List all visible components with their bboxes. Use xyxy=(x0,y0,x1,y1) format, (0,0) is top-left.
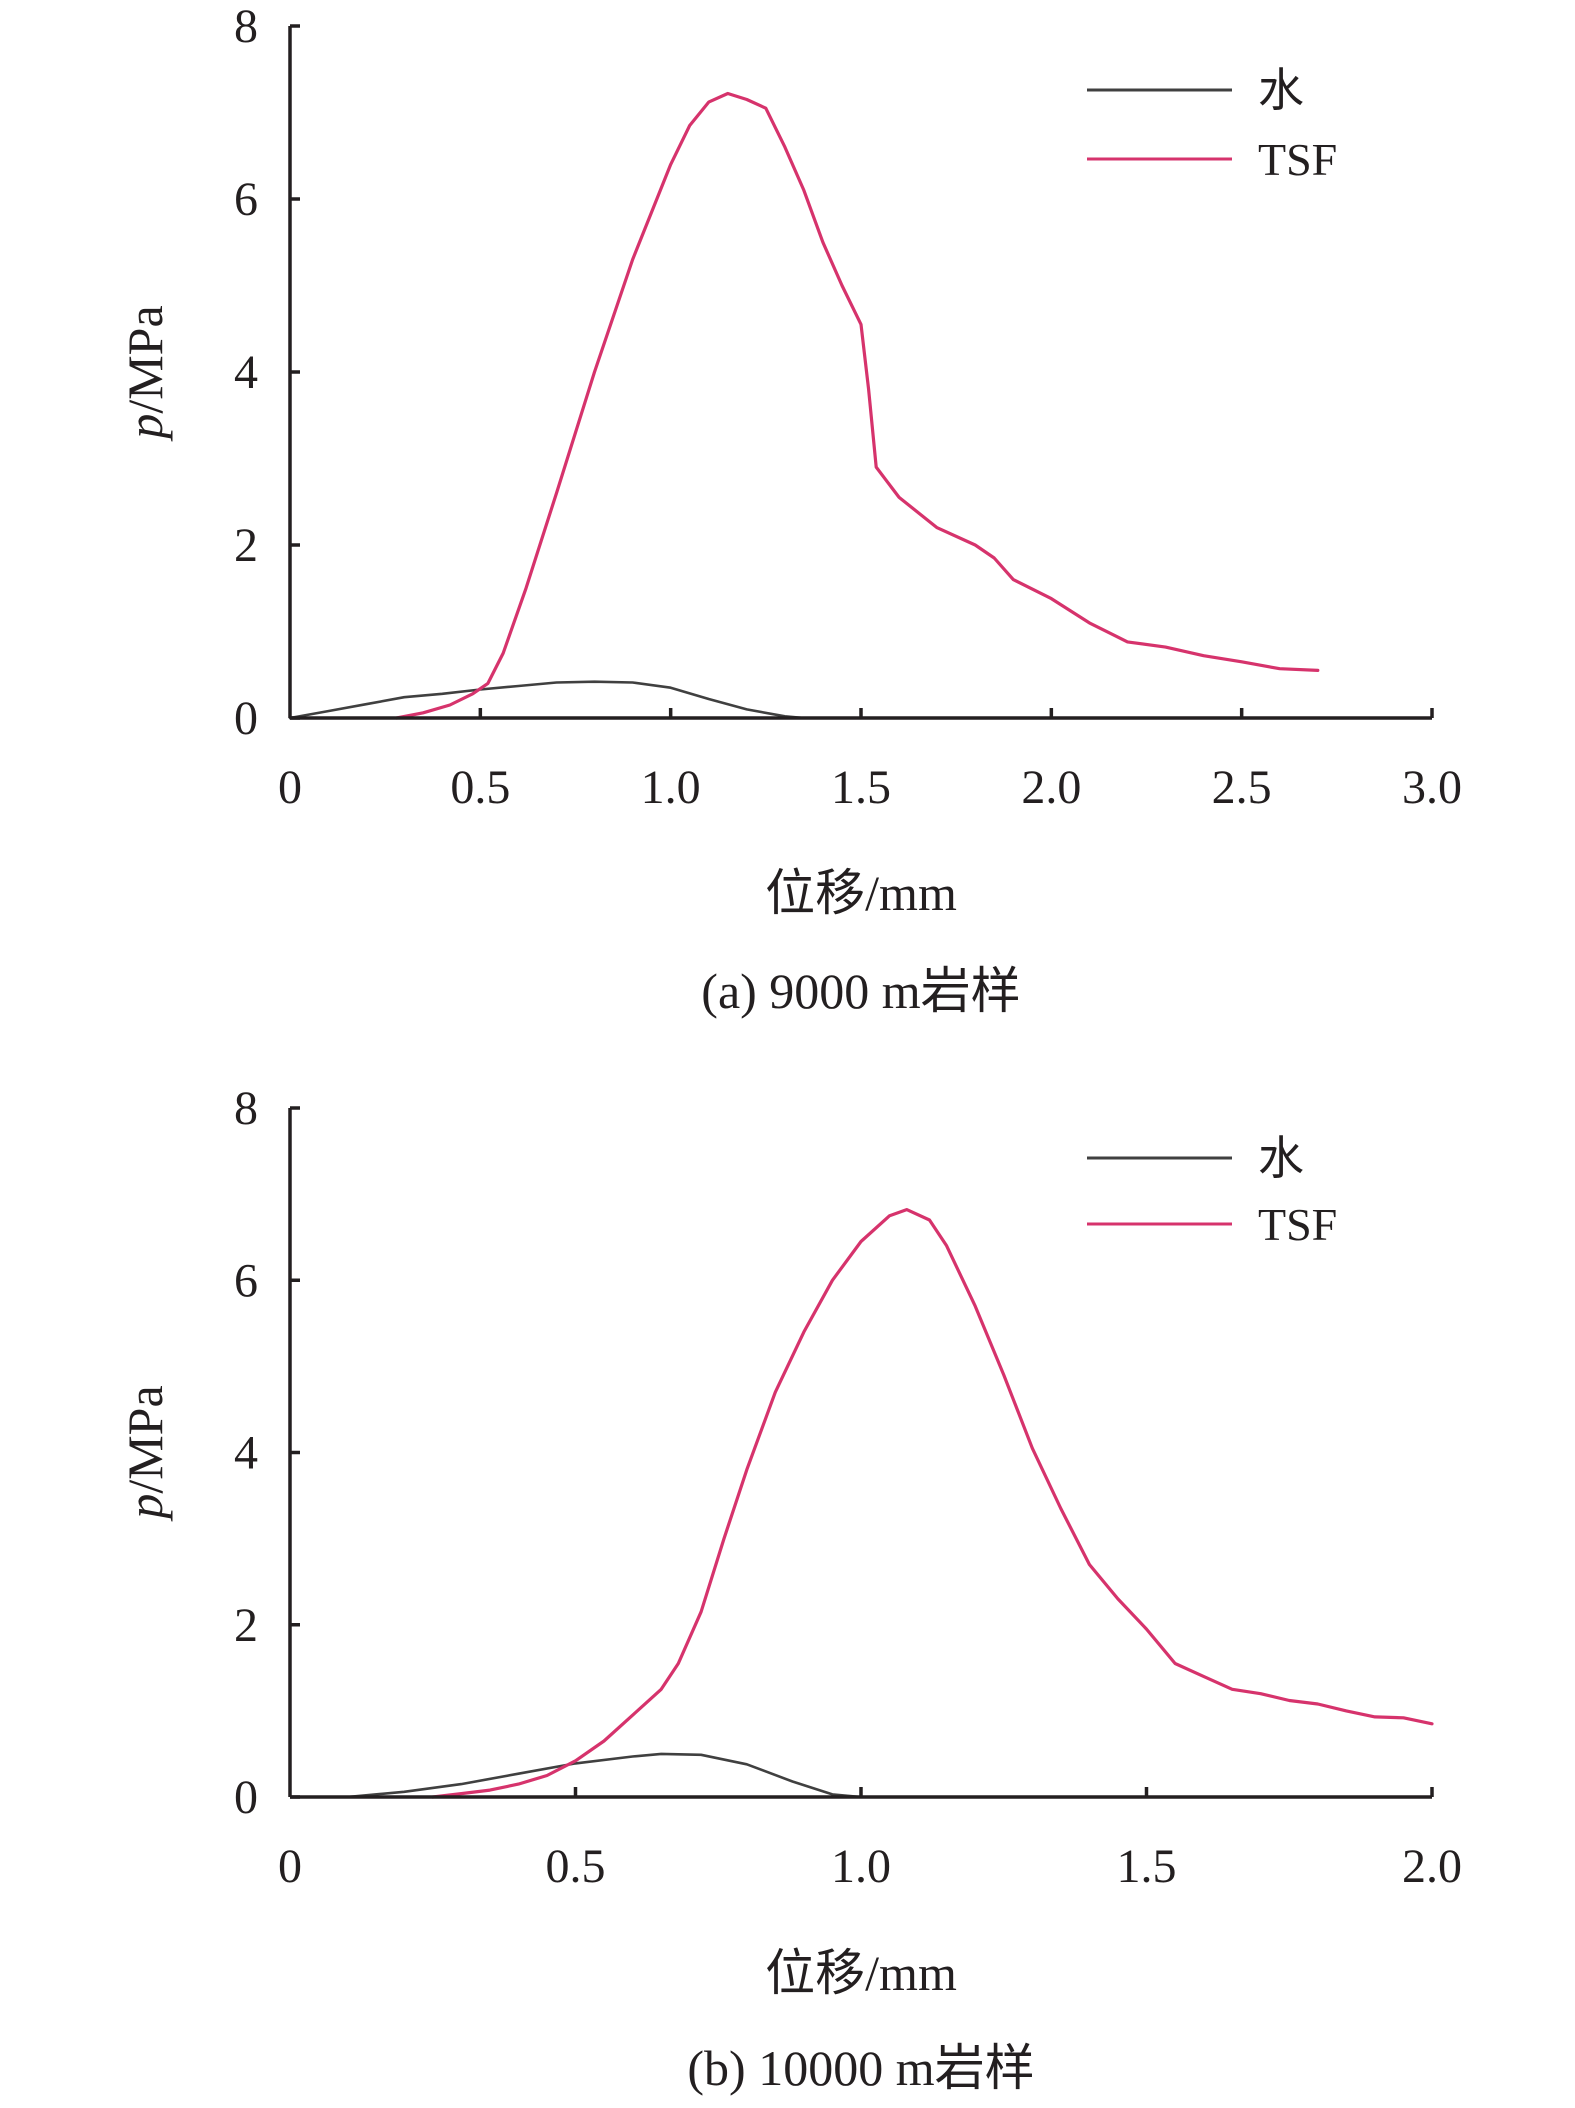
legend: 水 TSF xyxy=(1087,65,1337,185)
series-line-water xyxy=(345,1752,863,1799)
y-tick-label: 0 xyxy=(234,1771,258,1824)
ticks-layer: 0 2 4 6 8 0 0.5 1.0 1.5 2.0 2.5 3.0 xyxy=(234,0,1462,814)
series-layer xyxy=(288,91,1320,720)
y-axis-title-symbol: p xyxy=(117,1494,173,1522)
y-tick-label: 4 xyxy=(234,346,258,399)
y-tick-label: 6 xyxy=(234,173,258,226)
y-tick-label: 4 xyxy=(234,1427,258,1480)
x-tick-label: 0.5 xyxy=(450,761,510,814)
x-tick-label: 2.5 xyxy=(1212,761,1272,814)
x-tick-label: 2.0 xyxy=(1021,761,1081,814)
x-axis-title: 位移/mm xyxy=(765,865,957,921)
y-tick-label: 8 xyxy=(234,0,258,53)
series-line-tsf xyxy=(431,1208,1434,1799)
y-axis-title-symbol: p xyxy=(117,414,173,442)
series-line-tsf xyxy=(395,91,1320,720)
series-line-water xyxy=(288,680,806,720)
x-tick-label: 1.5 xyxy=(831,761,891,814)
chart-caption: (a) 9000 m岩样 xyxy=(701,963,1020,1019)
y-axis-title-unit: /MPa xyxy=(117,305,173,413)
y-tick-label: 0 xyxy=(234,692,258,745)
x-tick-label: 1.0 xyxy=(641,761,701,814)
chart-panel-a: 0 2 4 6 8 0 0.5 1.0 1.5 2.0 2.5 3.0 p/MPa 位移/mm 水 T… xyxy=(117,0,1462,1019)
chart-panel-b: 0 2 4 6 8 0 0.5 1.0 1.5 2.0 p/MPa 位移/mm 水 TSF (b)… xyxy=(117,1082,1462,2096)
x-tick-label: 0 xyxy=(278,761,302,814)
y-axis-title: p/MPa xyxy=(117,1385,173,1521)
y-tick-label: 6 xyxy=(234,1254,258,1307)
legend-label-water: 水 xyxy=(1258,1133,1304,1184)
legend-label-water: 水 xyxy=(1258,65,1304,116)
x-axis-title: 位移/mm xyxy=(765,1945,957,2001)
legend-label-tsf: TSF xyxy=(1258,134,1337,185)
x-tick-label: 1.5 xyxy=(1117,1840,1177,1893)
y-tick-label: 8 xyxy=(234,1082,258,1135)
x-tick-label: 1.0 xyxy=(831,1840,891,1893)
x-tick-label: 3.0 xyxy=(1402,761,1462,814)
x-tick-label: 0.5 xyxy=(546,1840,606,1893)
chart-caption: (b) 10000 m岩样 xyxy=(687,2040,1034,2096)
y-tick-label: 2 xyxy=(234,1599,258,1652)
series-layer xyxy=(345,1208,1434,1799)
x-tick-label: 2.0 xyxy=(1402,1840,1462,1893)
ticks-layer: 0 2 4 6 8 0 0.5 1.0 1.5 2.0 xyxy=(234,1082,1462,1893)
y-tick-label: 2 xyxy=(234,519,258,572)
y-axis-title: p/MPa xyxy=(117,305,173,441)
legend-label-tsf: TSF xyxy=(1258,1199,1337,1250)
y-axis-title-unit: /MPa xyxy=(117,1385,173,1493)
legend: 水 TSF xyxy=(1087,1133,1337,1250)
x-tick-label: 0 xyxy=(278,1840,302,1893)
